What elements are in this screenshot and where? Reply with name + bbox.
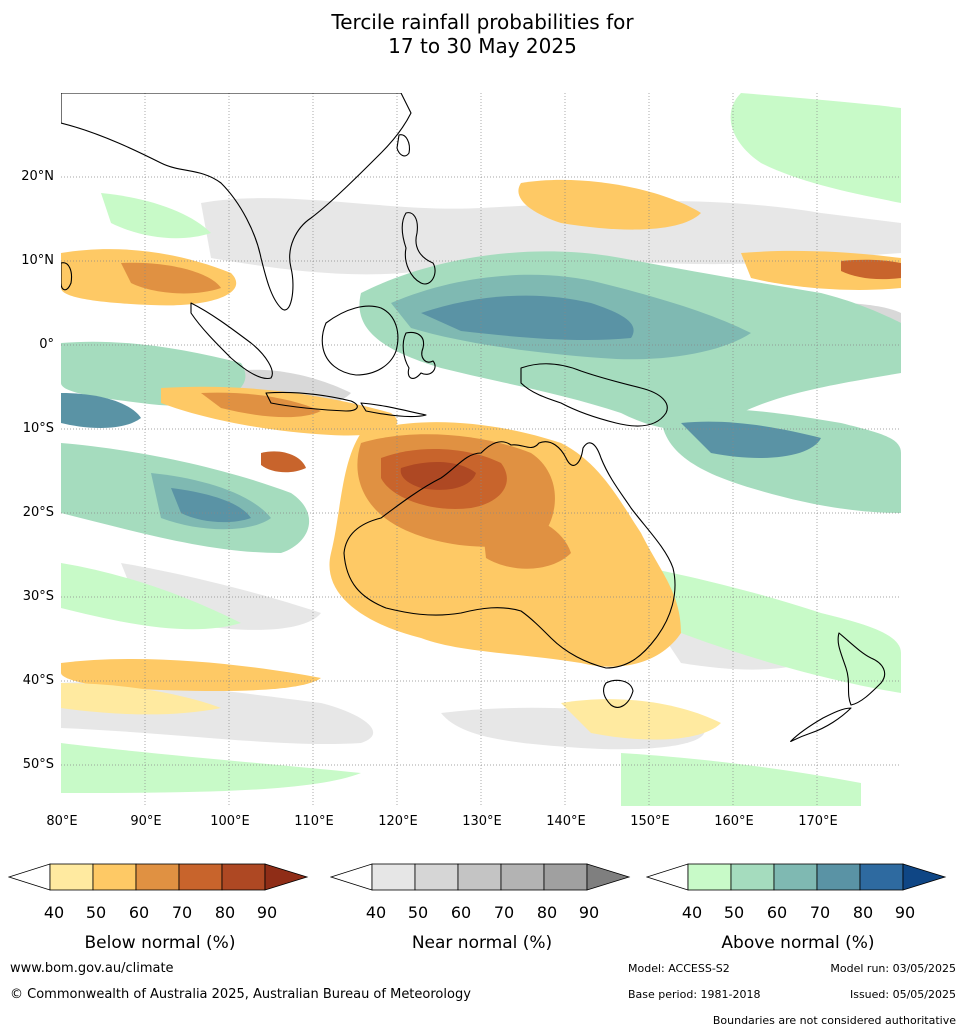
lat-label-50s: 50°S bbox=[22, 757, 54, 772]
lat-label-0: 0° bbox=[39, 337, 54, 352]
borneo-coast bbox=[321, 305, 399, 376]
lat-label-10n: 10°N bbox=[21, 253, 54, 268]
lon-label-90e: 90°E bbox=[130, 814, 162, 829]
lat-label-40s: 40°S bbox=[22, 673, 54, 688]
lon-label-150e: 150°E bbox=[630, 814, 670, 829]
colorbar-above-normal bbox=[646, 863, 947, 891]
below-tick-90: 90 bbox=[256, 903, 278, 922]
below-normal-segment bbox=[221, 863, 266, 891]
below-normal-segment bbox=[178, 863, 223, 891]
lat-label-10s: 10°S bbox=[22, 421, 54, 436]
colorbar-near-normal bbox=[330, 863, 631, 891]
tasmania-coast bbox=[602, 679, 634, 708]
lon-label-140e: 140°E bbox=[546, 814, 586, 829]
lat-label-30s: 30°S bbox=[22, 589, 54, 604]
below-tick-80: 80 bbox=[214, 903, 236, 922]
lon-label-110e: 110°E bbox=[294, 814, 334, 829]
below-normal-segment bbox=[49, 863, 94, 891]
australia-coast bbox=[343, 441, 676, 669]
above-normal-caption: Above normal (%) bbox=[721, 933, 875, 953]
coastlines bbox=[61, 93, 886, 742]
near-tick-40: 40 bbox=[365, 903, 387, 922]
map-canvas bbox=[61, 93, 901, 806]
java-coast bbox=[265, 391, 358, 412]
above-tick-80: 80 bbox=[852, 903, 874, 922]
above-normal-segment bbox=[730, 863, 775, 891]
new-zealand-north-coast bbox=[837, 632, 886, 706]
near-tick-70: 70 bbox=[493, 903, 515, 922]
graticule bbox=[61, 93, 901, 806]
near-normal-segment bbox=[371, 863, 416, 891]
lesser-sunda-coast bbox=[360, 402, 427, 418]
footer-url[interactable]: www.bom.gov.au/climate bbox=[10, 961, 174, 976]
above-tick-90: 90 bbox=[894, 903, 916, 922]
lon-label-100e: 100°E bbox=[210, 814, 250, 829]
footer-model-run: Model run: 03/05/2025 bbox=[830, 962, 956, 975]
above-normal-segment bbox=[859, 863, 904, 891]
near-tick-80: 80 bbox=[536, 903, 558, 922]
lon-label-80e: 80°E bbox=[46, 814, 78, 829]
above-tick-50: 50 bbox=[723, 903, 745, 922]
near-normal-segment bbox=[414, 863, 459, 891]
below-tick-70: 70 bbox=[171, 903, 193, 922]
footer-copyright: © Commonwealth of Australia 2025, Austra… bbox=[10, 987, 471, 1002]
below-normal-segment bbox=[92, 863, 137, 891]
near-tick-50: 50 bbox=[407, 903, 429, 922]
near-normal-segment bbox=[543, 863, 588, 891]
below-normal-min-arrow bbox=[8, 863, 51, 891]
asia-mainland-coast bbox=[61, 93, 412, 311]
forecast-map bbox=[61, 93, 901, 806]
map-title: Tercile rainfall probabilities for 17 to… bbox=[0, 10, 965, 58]
below-normal-caption: Below normal (%) bbox=[84, 933, 236, 953]
lon-label-160e: 160°E bbox=[714, 814, 754, 829]
below-normal-max-arrow bbox=[264, 863, 309, 891]
near-normal-caption: Near normal (%) bbox=[411, 933, 553, 953]
above-tick-40: 40 bbox=[681, 903, 703, 922]
above-normal-max-arrow bbox=[902, 863, 947, 891]
title-line-2: 17 to 30 May 2025 bbox=[388, 34, 577, 58]
sumatra-coast bbox=[190, 302, 273, 380]
below-tick-40: 40 bbox=[43, 903, 65, 922]
philippines-coast bbox=[401, 212, 436, 285]
near-normal-segment bbox=[500, 863, 545, 891]
near-normal-min-arrow bbox=[330, 863, 373, 891]
colorbar-below-normal bbox=[8, 863, 309, 891]
above-normal-segment bbox=[773, 863, 818, 891]
below-tick-60: 60 bbox=[128, 903, 150, 922]
footer-boundaries: Boundaries are not considered authoritat… bbox=[712, 1014, 956, 1027]
footer-base-period: Base period: 1981-2018 bbox=[628, 988, 761, 1001]
below-tick-50: 50 bbox=[85, 903, 107, 922]
new-zealand-south-coast bbox=[790, 707, 852, 742]
near-normal-segment bbox=[457, 863, 502, 891]
near-tick-60: 60 bbox=[450, 903, 472, 922]
title-line-1: Tercile rainfall probabilities for bbox=[331, 10, 634, 34]
below-normal-segment bbox=[135, 863, 180, 891]
lat-label-20n: 20°N bbox=[21, 169, 54, 184]
above-tick-60: 60 bbox=[766, 903, 788, 922]
above-normal-segment bbox=[687, 863, 732, 891]
lon-label-170e: 170°E bbox=[798, 814, 838, 829]
lon-label-130e: 130°E bbox=[462, 814, 502, 829]
footer-model: Model: ACCESS-S2 bbox=[628, 962, 730, 975]
sulawesi-coast bbox=[402, 331, 436, 379]
above-normal-min-arrow bbox=[646, 863, 689, 891]
above-normal-segment bbox=[816, 863, 861, 891]
new-guinea-coast bbox=[520, 363, 668, 427]
above-tick-70: 70 bbox=[809, 903, 831, 922]
lon-label-120e: 120°E bbox=[378, 814, 418, 829]
sri-lanka-coast bbox=[61, 262, 73, 291]
taiwan-coast bbox=[396, 134, 410, 157]
footer-issued: Issued: 05/05/2025 bbox=[849, 988, 956, 1001]
near-tick-90: 90 bbox=[578, 903, 600, 922]
lat-label-20s: 20°S bbox=[22, 505, 54, 520]
above-normal-patches bbox=[61, 93, 901, 806]
near-normal-max-arrow bbox=[586, 863, 631, 891]
